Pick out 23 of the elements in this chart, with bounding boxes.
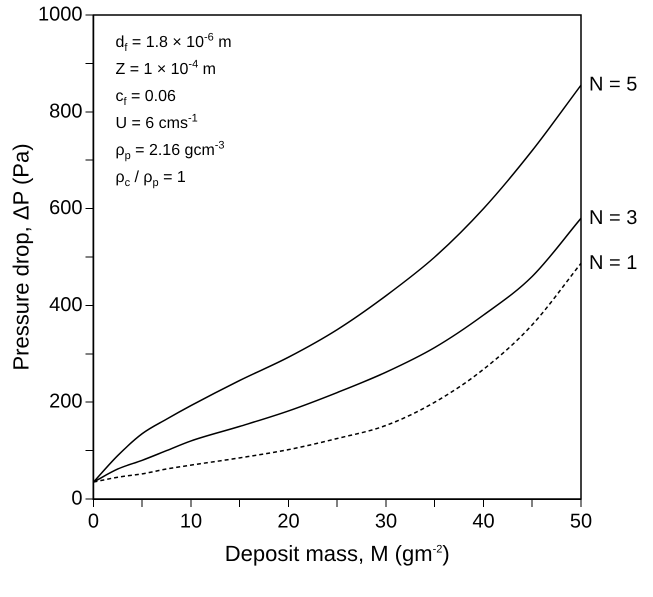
- y-tick-label: 200: [49, 390, 82, 413]
- x-tick-label: 50: [570, 510, 592, 533]
- x-tick-label: 30: [374, 510, 398, 533]
- annotation: ρ$_{p}$ = 2.16 gcm$^{-3}$: [115, 138, 226, 164]
- y-tick-label: 800: [49, 100, 82, 122]
- annotation: ρ$_{c}$ / ρ$_{p}$ = 1: [115, 168, 187, 191]
- x-tick-label: 0: [88, 510, 100, 533]
- series-label: N = 1: [589, 252, 638, 274]
- y-tick-label: 0: [71, 488, 82, 510]
- x-axis-title: Deposit mass, M (gm$^{-2}$): [224, 541, 450, 567]
- series-label: N = 3: [589, 206, 638, 229]
- annotation: c$_{f}$ = 0.06: [115, 87, 177, 110]
- series-label: N = 5: [589, 74, 638, 96]
- x-tick-label: 10: [180, 510, 202, 533]
- x-tick-label: 20: [277, 510, 300, 533]
- annotation: U = 6 cms$^{-1}$: [115, 112, 199, 134]
- y-tick-label: 400: [49, 294, 82, 316]
- x-tick-label: 40: [472, 510, 495, 533]
- y-tick-label: 600: [49, 197, 82, 220]
- annotation: Z = 1 × 10$^{-4}$ m: [115, 58, 217, 80]
- annotation: d$_{f}$ = 1.8 × 10$^{-6}$ m: [115, 30, 232, 56]
- y-axis-title: Pressure drop, ΔP (Pa): [8, 143, 34, 371]
- y-tick-label: 1000: [38, 4, 82, 26]
